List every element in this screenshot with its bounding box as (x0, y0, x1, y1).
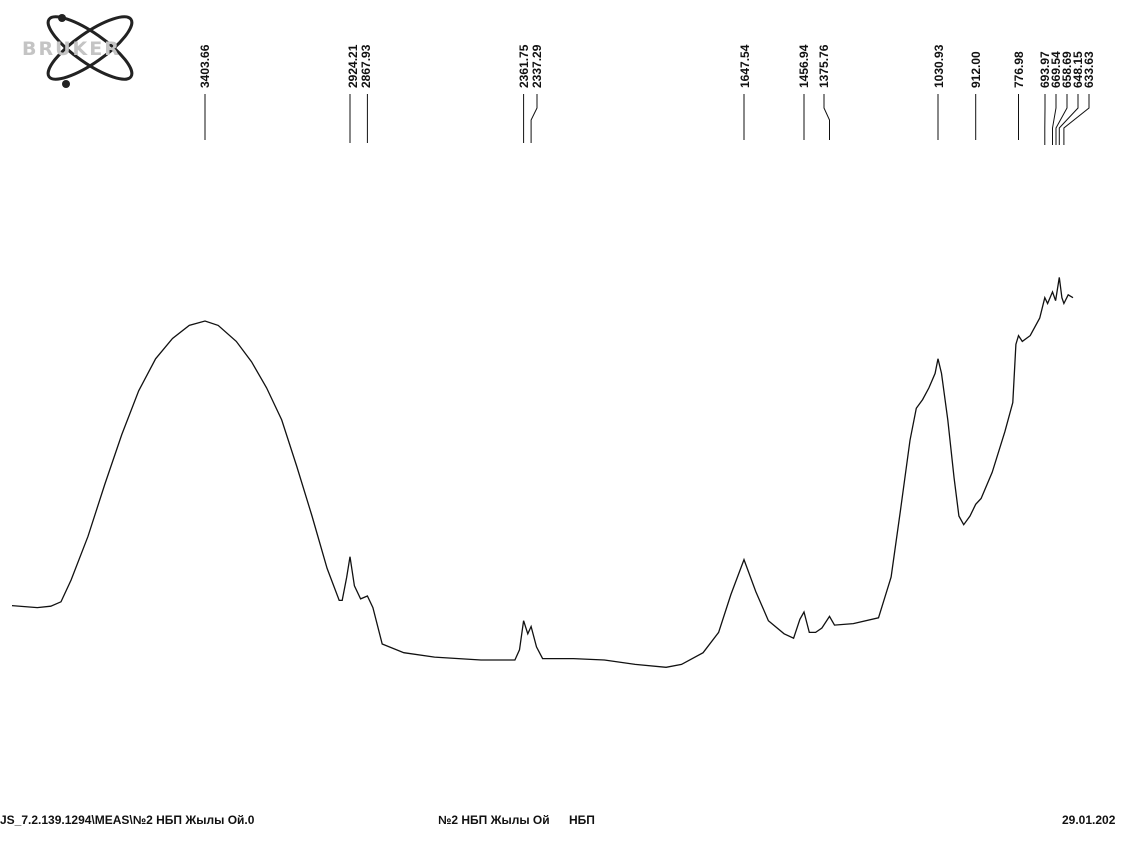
spectrum-line (11, 277, 1074, 668)
peak-label-6: 1456.94 (797, 44, 811, 88)
bruker-logo (18, 14, 168, 94)
peak-marker-15 (1063, 94, 1090, 145)
peak-label-14: 648.15 (1071, 51, 1085, 88)
peak-label-12: 669.54 (1049, 51, 1063, 88)
atom-x-icon (46, 14, 134, 88)
peak-marker-13 (1055, 94, 1068, 145)
footer-date: 29.01.202 (1062, 813, 1116, 827)
peak-label-15: 633.63 (1082, 51, 1096, 88)
peak-label-11: 693.97 (1038, 51, 1052, 88)
peak-label-13: 658.69 (1060, 51, 1074, 88)
peak-label-10: 776.98 (1012, 51, 1026, 88)
peak-label-9: 912.00 (969, 51, 983, 88)
peak-label-4: 2337.29 (530, 44, 544, 88)
footer-sample-code: НБП (569, 813, 595, 827)
peak-marker-7 (823, 94, 830, 140)
peak-labels: 3403.66 2924.21 2867.93 2361.75 2337.29 1647.… (198, 44, 1096, 88)
peak-label-1: 2924.21 (346, 44, 360, 88)
peak-label-8: 1030.93 (932, 44, 946, 88)
peak-marker-14 (1058, 94, 1079, 145)
peak-marker-4 (530, 94, 538, 143)
peak-label-5: 1647.54 (738, 44, 752, 88)
footer-file-path: JS_7.2.139.1294\MEAS\№2 НБП Жылы Ой.0 (0, 813, 255, 827)
peak-label-7: 1375.76 (817, 44, 831, 88)
peak-label-0: 3403.66 (198, 44, 212, 88)
peak-markers (204, 94, 1090, 145)
peak-label-2: 2867.93 (359, 44, 373, 88)
footer-sample-name: №2 НБП Жылы Ой (438, 813, 550, 827)
peak-label-3: 2361.75 (517, 44, 531, 88)
logo-text: BRUKER (22, 38, 121, 60)
peak-marker-12 (1052, 94, 1057, 145)
